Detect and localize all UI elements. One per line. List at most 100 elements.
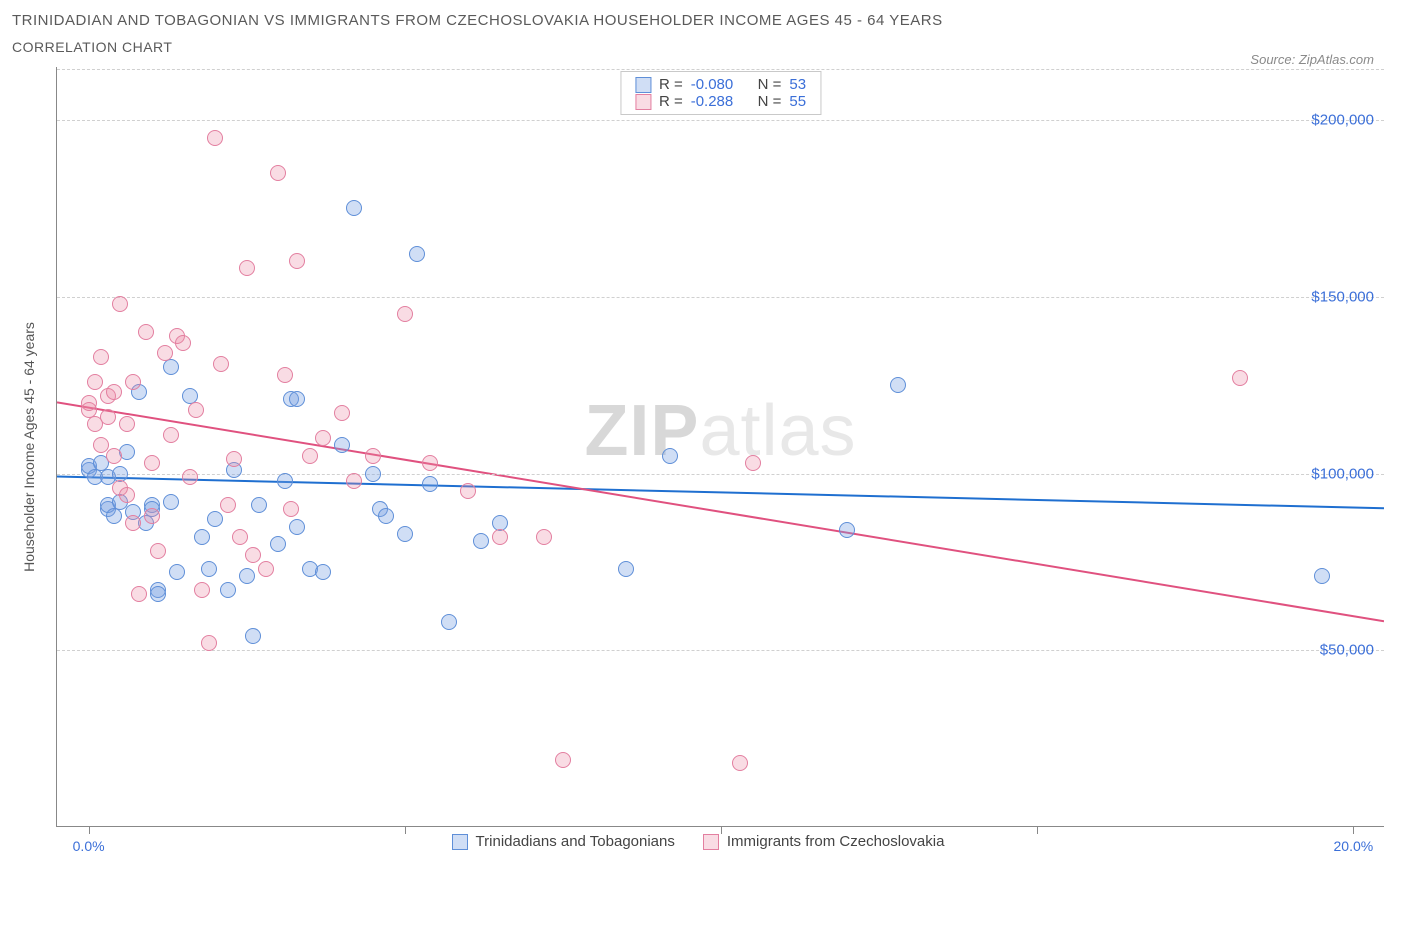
legend-label: Immigrants from Czechoslovakia [727,833,945,850]
data-point [1232,370,1248,386]
data-point [144,508,160,524]
stats-legend-row: R = -0.288 N = 55 [635,93,806,110]
n-value: 55 [789,93,806,110]
data-point [125,374,141,390]
data-point [163,494,179,510]
data-point [163,427,179,443]
data-point [409,246,425,262]
data-point [422,476,438,492]
y-tick-label: $150,000 [1311,288,1374,305]
data-point [422,455,438,471]
data-point [201,635,217,651]
data-point [890,377,906,393]
data-point [201,561,217,577]
data-point [163,359,179,375]
source-credit: Source: ZipAtlas.com [1250,52,1374,67]
data-point [106,448,122,464]
data-point [188,402,204,418]
data-point [492,529,508,545]
data-point [239,260,255,276]
data-point [131,586,147,602]
legend-swatch [635,94,651,110]
legend-item: Immigrants from Czechoslovakia [703,833,945,850]
data-point [232,529,248,545]
legend-swatch [452,834,468,850]
data-point [473,533,489,549]
series-legend: Trinidadians and Tobagonians Immigrants f… [12,833,1384,854]
grid-line [57,69,1384,70]
data-point [194,582,210,598]
plot-area: ZIPatlas Householder Income Ages 45 - 64… [56,67,1384,827]
data-point [270,536,286,552]
chart-title: TRINIDADIAN AND TOBAGONIAN VS IMMIGRANTS… [12,12,1394,29]
data-point [334,405,350,421]
data-point [213,356,229,372]
data-point [289,253,305,269]
data-point [112,296,128,312]
data-point [732,755,748,771]
data-point [144,455,160,471]
data-point [239,568,255,584]
y-axis-title: Householder Income Ages 45 - 64 years [21,322,37,572]
stats-legend: R = -0.080 N = 53R = -0.288 N = 55 [620,71,821,115]
data-point [536,529,552,545]
data-point [302,448,318,464]
data-point [258,561,274,577]
data-point [662,448,678,464]
chart-subtitle: CORRELATION CHART [12,39,172,55]
r-value: -0.288 [691,93,734,110]
data-point [277,473,293,489]
data-point [220,582,236,598]
grid-line [57,120,1384,121]
grid-line [57,650,1384,651]
grid-line [57,297,1384,298]
y-tick-label: $200,000 [1311,112,1374,129]
data-point [289,391,305,407]
watermark: ZIPatlas [584,390,856,472]
legend-swatch [635,77,651,93]
data-point [378,508,394,524]
data-point [194,529,210,545]
data-point [182,469,198,485]
data-point [157,345,173,361]
data-point [365,448,381,464]
n-value: 53 [789,76,806,93]
data-point [207,511,223,527]
data-point [745,455,761,471]
data-point [119,487,135,503]
grid-line [57,474,1384,475]
correlation-scatter-chart: ZIPatlas Householder Income Ages 45 - 64… [12,67,1384,877]
data-point [289,519,305,535]
data-point [138,324,154,340]
data-point [334,437,350,453]
data-point [618,561,634,577]
data-point [346,473,362,489]
data-point [106,384,122,400]
data-point [226,451,242,467]
data-point [283,501,299,517]
data-point [365,466,381,482]
data-point [150,586,166,602]
legend-label: Trinidadians and Tobagonians [476,833,675,850]
data-point [175,335,191,351]
r-value: -0.080 [691,76,734,93]
y-tick-label: $50,000 [1320,642,1374,659]
data-point [315,564,331,580]
y-tick-label: $100,000 [1311,465,1374,482]
data-point [245,628,261,644]
data-point [1314,568,1330,584]
data-point [245,547,261,563]
legend-swatch [703,834,719,850]
data-point [220,497,236,513]
data-point [346,200,362,216]
data-point [441,614,457,630]
data-point [270,165,286,181]
data-point [839,522,855,538]
data-point [207,130,223,146]
data-point [555,752,571,768]
data-point [106,508,122,524]
data-point [150,543,166,559]
data-point [397,306,413,322]
data-point [169,564,185,580]
data-point [460,483,476,499]
